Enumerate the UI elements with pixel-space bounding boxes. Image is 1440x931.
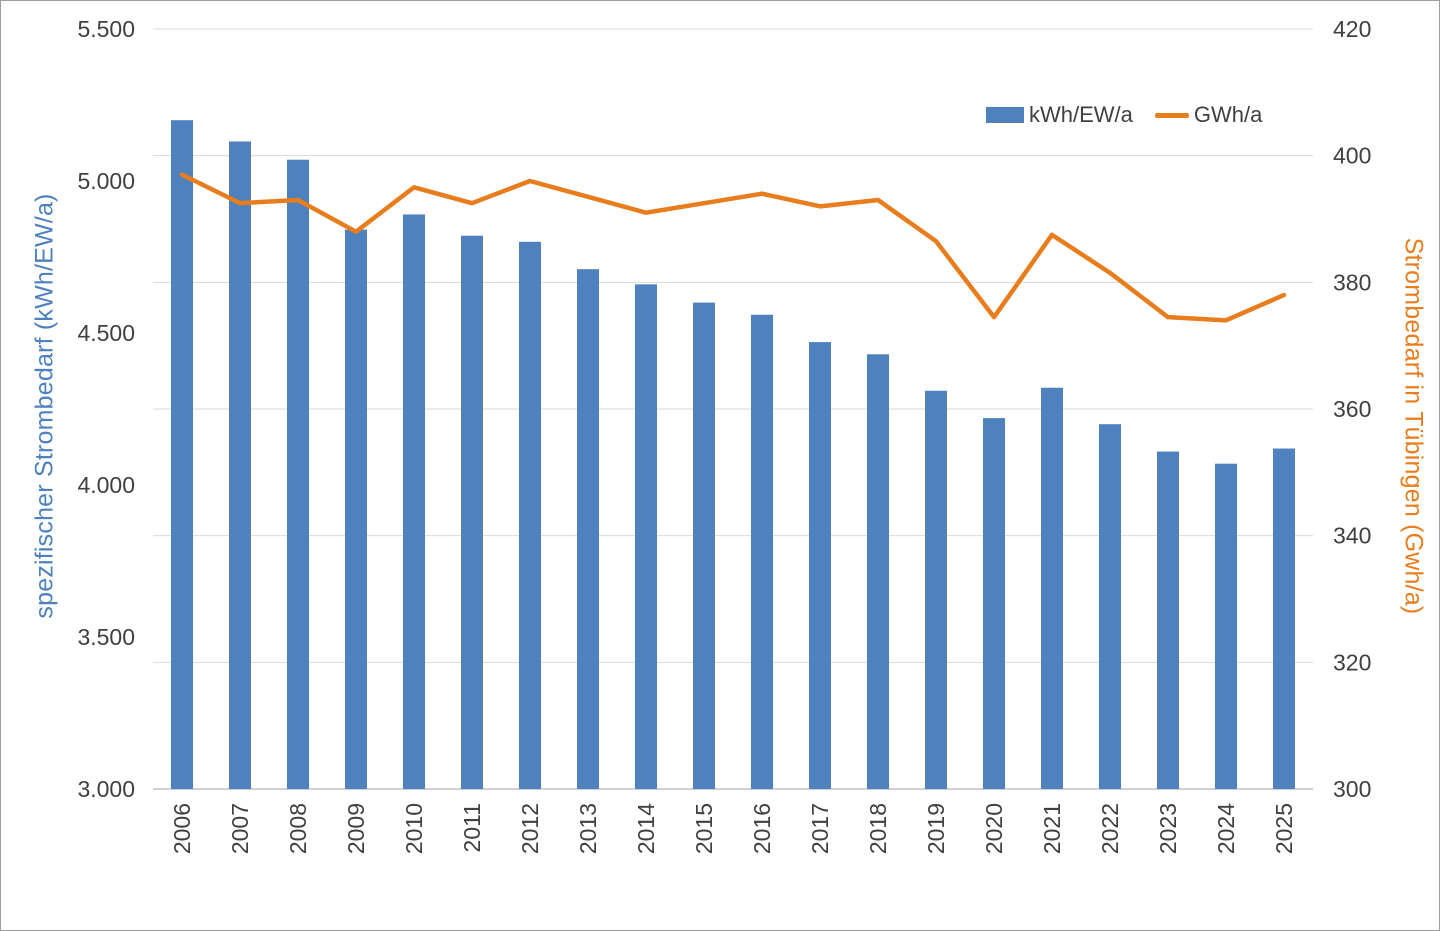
left-axis-tick: 5.500 [77, 16, 135, 42]
line-series-gwh [179, 172, 1287, 323]
bar-2022 [1099, 424, 1121, 789]
bar-2012 [519, 241, 541, 790]
x-axis-label-2025: 2025 [1271, 803, 1297, 854]
x-axis-label-2019: 2019 [923, 803, 949, 854]
bar-2014 [635, 284, 657, 789]
right-axis-tick: 340 [1333, 523, 1371, 549]
legend-item-line: GWh/a [1154, 102, 1263, 128]
bar-2024 [1215, 463, 1237, 789]
bar-2021 [1041, 387, 1063, 789]
x-axis-label-2006: 2006 [169, 803, 195, 854]
chart-legend: kWh/EW/a GWh/a [986, 102, 1262, 128]
bar-2015 [693, 302, 715, 789]
bar-2020 [983, 418, 1005, 789]
right-axis-title: Strombedarf in Tübingen (Gwh/a) [1399, 237, 1428, 615]
x-axis-label-2017: 2017 [807, 803, 833, 854]
bar-2023 [1157, 451, 1179, 789]
x-axis-label-2021: 2021 [1039, 803, 1065, 854]
x-axis-label-2015: 2015 [691, 803, 717, 854]
left-axis-tick: 3.500 [77, 624, 135, 650]
legend-item-bars: kWh/EW/a [986, 102, 1133, 128]
bar-2006 [171, 120, 193, 789]
left-axis-tick: 3.000 [77, 776, 135, 802]
x-axis-label-2011: 2011 [459, 803, 485, 852]
x-axis-label-2012: 2012 [517, 803, 543, 854]
bar-2008 [287, 159, 309, 790]
right-axis-tick: 320 [1333, 649, 1371, 675]
bar-2025 [1273, 448, 1295, 789]
right-axis-tick: 300 [1333, 776, 1371, 802]
legend-label-bars: kWh/EW/a [1029, 102, 1133, 127]
x-axis-label-2022: 2022 [1097, 803, 1123, 854]
right-axis-tick: 360 [1333, 396, 1371, 422]
bar-2017 [809, 342, 831, 789]
x-axis-label-2010: 2010 [401, 803, 427, 854]
x-axis-label-2013: 2013 [575, 803, 601, 854]
bar-2011 [461, 235, 483, 790]
x-axis-label-2008: 2008 [285, 803, 311, 854]
bar-2019 [925, 390, 947, 789]
right-axis-tick: 400 [1333, 143, 1371, 169]
right-axis-tick: 420 [1333, 16, 1371, 42]
x-axis-label-2009: 2009 [343, 803, 369, 854]
left-axis-title: spezifischer Strombedarf (kWh/EW/a) [30, 193, 59, 619]
x-axis-label-2018: 2018 [865, 803, 891, 854]
line-series-swatch-icon [1154, 112, 1189, 118]
bar-series-swatch-icon [986, 107, 1024, 123]
x-axis-label-2024: 2024 [1213, 803, 1239, 854]
bar-2016 [751, 314, 773, 789]
bar-2013 [577, 269, 599, 789]
right-axis-tick: 380 [1333, 269, 1371, 295]
x-axis-label-2023: 2023 [1155, 803, 1181, 854]
x-axis-label-2016: 2016 [749, 803, 775, 854]
bar-2010 [403, 214, 425, 789]
bar-2018 [867, 354, 889, 789]
bar-2009 [345, 229, 367, 789]
left-axis-tick: 5.000 [77, 168, 135, 194]
x-axis-label-2020: 2020 [981, 803, 1007, 854]
legend-label-line: GWh/a [1193, 102, 1263, 127]
left-axis-tick: 4.000 [77, 472, 135, 498]
bar-2007 [229, 141, 251, 790]
x-axis-label-2007: 2007 [227, 803, 253, 854]
left-axis-tick: 4.500 [77, 320, 135, 346]
x-axis-label-2014: 2014 [633, 803, 659, 854]
